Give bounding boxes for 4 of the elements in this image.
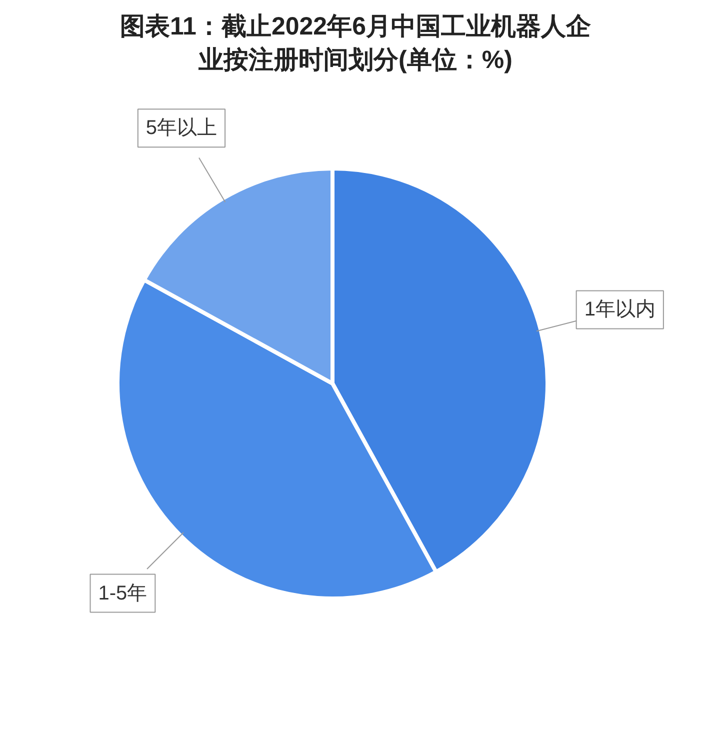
slice-label: 5年以上: [146, 117, 218, 140]
slice-label: 1年以内: [584, 298, 656, 321]
slice-label: 1-5年: [98, 582, 148, 604]
chart-title: 图表11：截止2022年6月中国工业机器人企业按注册时间划分(单位：%): [120, 12, 591, 74]
